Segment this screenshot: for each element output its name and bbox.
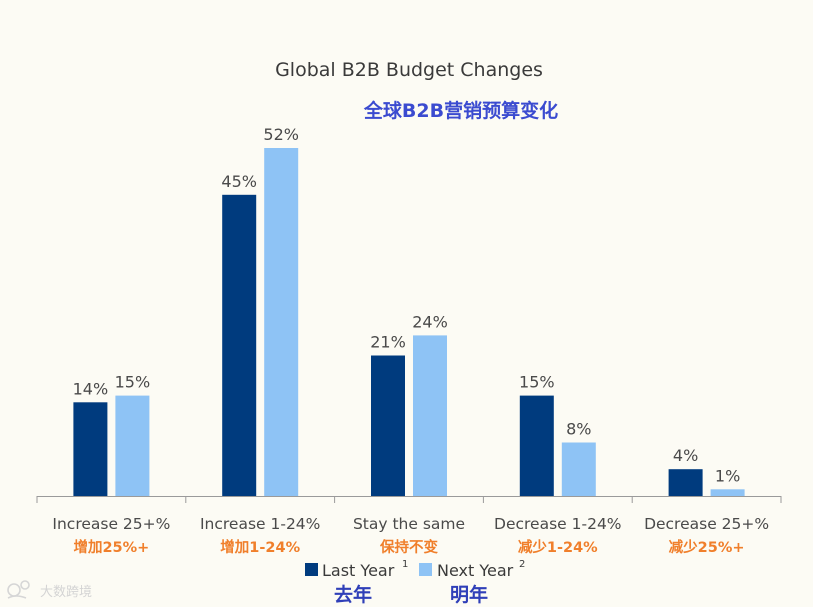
watermark: 大数跨境 (7, 580, 92, 600)
chart-subtitle: 全球B2B营销预算变化 (363, 99, 558, 122)
value-labels-layer: 14% 15% 45% 52% 21% 24% 15% 8% 4% 1% (73, 125, 741, 485)
bar-next-year-increase-1-24 (264, 148, 299, 496)
bar-last-year-stay-the-same (371, 355, 405, 496)
legend-superscript-next-year: 2 (519, 559, 525, 570)
value-label-last-year-decrease-1-24: 15% (519, 373, 555, 392)
legend-swatch-last-year (305, 563, 318, 576)
bar-last-year-decrease-1-24 (519, 395, 554, 496)
category-label-decrease-1-24: Decrease 1-24% (494, 515, 622, 533)
value-label-next-year-increase-25: 15% (115, 373, 151, 392)
bar-last-year-increase-1-24 (222, 194, 257, 497)
bar-next-year-increase-25 (115, 395, 150, 496)
category-label-stay-the-same: Stay the same (353, 515, 465, 533)
legend-label-last-year: Last Year (322, 561, 395, 580)
chart-title: Global B2B Budget Changes (275, 59, 543, 81)
x-axis (36, 496, 782, 503)
bar-next-year-decrease-1-24 (561, 442, 596, 496)
category-label-cn-increase-1-24: 增加1-24% (220, 538, 300, 556)
category-label-increase-1-24: Increase 1-24% (200, 515, 320, 533)
value-label-last-year-increase-1-24: 45% (221, 172, 257, 191)
value-label-next-year-stay-the-same: 24% (412, 312, 448, 331)
category-label-increase-25: Increase 25+% (52, 515, 170, 533)
bar-last-year-decrease-25 (668, 469, 703, 496)
watermark-text: 大数跨境 (40, 585, 92, 600)
legend-item-last-year: Last Year 1 去年 (305, 559, 408, 606)
value-label-next-year-decrease-1-24: 8% (566, 420, 591, 439)
value-label-last-year-stay-the-same: 21% (370, 333, 406, 352)
legend-swatch-next-year (419, 563, 432, 576)
bar-next-year-stay-the-same (413, 335, 447, 496)
legend-superscript-last-year: 1 (402, 559, 408, 570)
category-label-decrease-25: Decrease 25+% (644, 515, 769, 533)
bar-next-year-decrease-25 (710, 489, 745, 496)
legend-cn-last-year: 去年 (334, 583, 372, 606)
value-label-last-year-increase-25: 14% (73, 379, 109, 398)
bars-layer (73, 148, 745, 497)
legend: Last Year 1 去年 Next Year 2 明年 (305, 559, 525, 606)
value-label-next-year-increase-1-24: 52% (263, 125, 299, 144)
bar-last-year-increase-25 (73, 402, 108, 496)
legend-label-next-year: Next Year (437, 561, 514, 580)
category-labels-layer: Increase 25+% 增加25%+ Increase 1-24% 增加1-24%… (52, 515, 769, 556)
watermark-logo-icon (7, 580, 30, 599)
value-label-next-year-decrease-25: 1% (715, 466, 740, 485)
category-label-cn-stay-the-same: 保持不变 (379, 538, 438, 556)
category-label-cn-decrease-1-24: 减少1-24% (518, 538, 598, 556)
category-label-cn-increase-25: 增加25%+ (73, 538, 149, 556)
value-label-last-year-decrease-25: 4% (673, 446, 698, 465)
legend-item-next-year: Next Year 2 明年 (419, 559, 525, 606)
category-label-cn-decrease-25: 减少25%+ (669, 538, 745, 556)
legend-cn-next-year: 明年 (450, 583, 488, 606)
